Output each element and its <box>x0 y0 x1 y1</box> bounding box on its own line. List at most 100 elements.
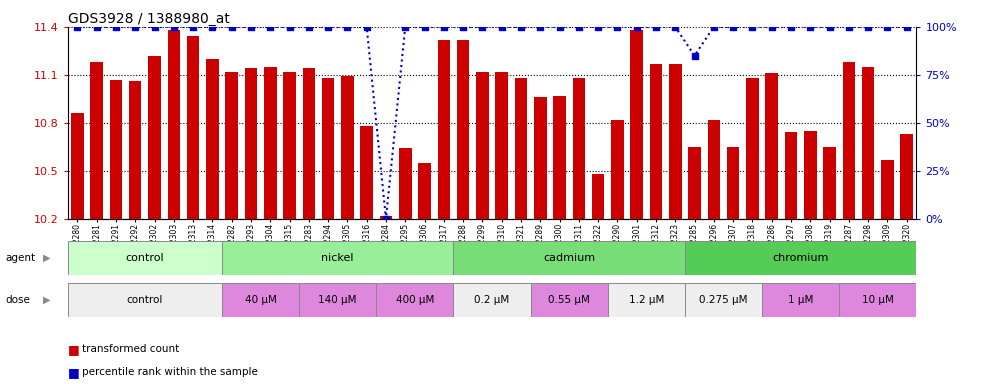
Bar <box>746 78 759 219</box>
Bar <box>476 72 489 219</box>
Bar <box>167 30 180 219</box>
Point <box>532 24 548 30</box>
Bar <box>128 81 141 219</box>
Point <box>552 24 568 30</box>
Bar <box>862 67 874 219</box>
Bar <box>376 283 453 317</box>
Bar <box>110 79 123 219</box>
Point <box>282 24 298 30</box>
Bar <box>785 132 797 219</box>
Point <box>667 24 683 30</box>
Text: chromium: chromium <box>773 253 829 263</box>
Bar <box>495 72 508 219</box>
Bar <box>206 59 219 219</box>
Bar <box>283 72 296 219</box>
Point <box>224 24 240 30</box>
Text: 0.55 μM: 0.55 μM <box>548 295 590 305</box>
Bar <box>843 62 856 219</box>
Point <box>783 24 799 30</box>
Point <box>513 24 529 30</box>
Bar <box>148 56 160 219</box>
Point <box>861 24 876 30</box>
Bar <box>592 174 605 219</box>
Point <box>340 24 356 30</box>
Bar <box>515 78 527 219</box>
Point <box>744 24 760 30</box>
Point <box>898 24 914 30</box>
Bar <box>322 78 335 219</box>
Bar <box>341 76 354 219</box>
Bar <box>531 283 608 317</box>
Point <box>262 24 278 30</box>
Point <box>841 24 857 30</box>
Text: GDS3928 / 1388980_at: GDS3928 / 1388980_at <box>68 12 230 25</box>
Text: 40 μM: 40 μM <box>245 295 277 305</box>
Point <box>628 24 644 30</box>
Bar <box>762 283 840 317</box>
Bar <box>457 40 469 219</box>
Bar <box>303 68 315 219</box>
Point <box>494 24 510 30</box>
Text: dose: dose <box>5 295 30 305</box>
Bar <box>688 147 701 219</box>
Point <box>436 24 452 30</box>
Text: control: control <box>125 253 164 263</box>
Bar <box>573 78 585 219</box>
Text: nickel: nickel <box>322 253 354 263</box>
Point <box>686 53 702 59</box>
Point <box>416 24 432 30</box>
Point <box>166 24 182 30</box>
Bar <box>245 68 257 219</box>
Text: control: control <box>126 295 163 305</box>
Bar <box>649 64 662 219</box>
Bar <box>361 126 373 219</box>
Point <box>378 216 394 222</box>
Text: 400 μM: 400 μM <box>395 295 434 305</box>
Point <box>455 24 471 30</box>
Text: 1 μM: 1 μM <box>788 295 814 305</box>
Point <box>591 24 607 30</box>
Bar <box>68 283 222 317</box>
Point <box>70 24 86 30</box>
Bar <box>222 283 299 317</box>
Text: ▶: ▶ <box>43 295 51 305</box>
Point <box>185 24 201 30</box>
Text: 0.2 μM: 0.2 μM <box>474 295 510 305</box>
Bar <box>765 73 778 219</box>
Point <box>127 24 143 30</box>
Bar <box>824 147 836 219</box>
Bar <box>553 96 566 219</box>
Text: agent: agent <box>5 253 35 263</box>
Point <box>474 24 490 30</box>
Text: cadmium: cadmium <box>543 253 596 263</box>
Point <box>320 24 336 30</box>
Point <box>725 24 741 30</box>
Bar <box>453 241 685 275</box>
Point <box>803 24 819 30</box>
Point <box>359 24 374 30</box>
Bar <box>685 283 762 317</box>
Bar <box>399 149 411 219</box>
Bar <box>91 62 103 219</box>
Bar <box>840 283 916 317</box>
Point <box>89 24 105 30</box>
Bar <box>707 120 720 219</box>
Bar <box>804 131 817 219</box>
Text: ■: ■ <box>68 343 80 356</box>
Bar <box>453 283 531 317</box>
Bar <box>418 163 431 219</box>
Bar <box>630 30 643 219</box>
Bar <box>685 241 916 275</box>
Text: 10 μM: 10 μM <box>862 295 893 305</box>
Bar <box>225 72 238 219</box>
Bar <box>379 216 392 219</box>
Bar <box>71 113 84 219</box>
Point <box>301 24 317 30</box>
Point <box>397 24 413 30</box>
Bar <box>727 147 739 219</box>
Bar <box>534 97 547 219</box>
Text: percentile rank within the sample: percentile rank within the sample <box>82 367 258 377</box>
Text: transformed count: transformed count <box>82 344 179 354</box>
Point <box>764 24 780 30</box>
Point <box>610 24 625 30</box>
